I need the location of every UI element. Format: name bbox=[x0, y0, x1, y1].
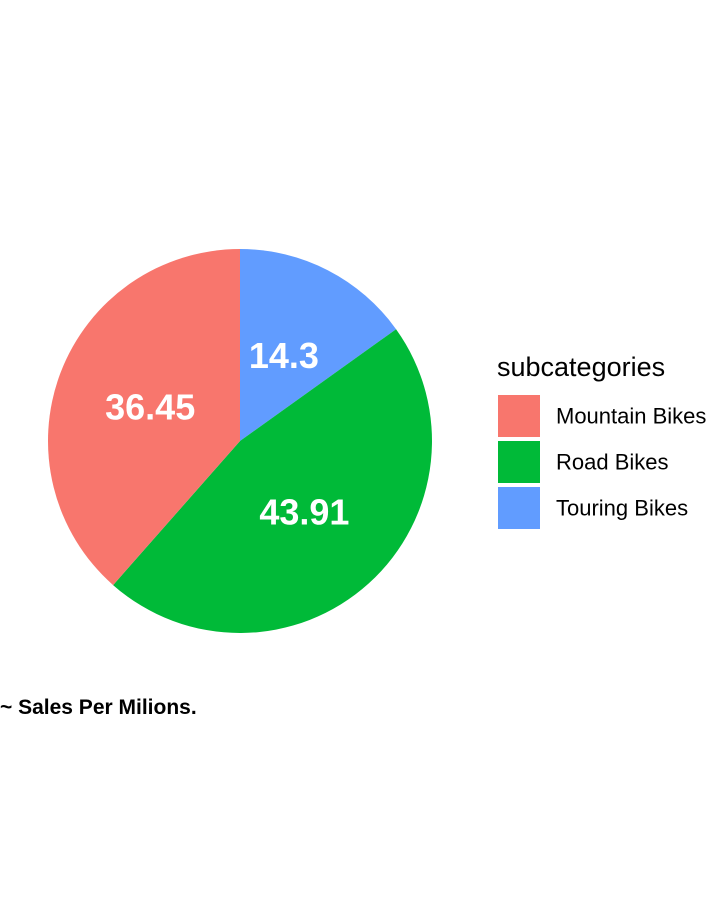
chart-caption: ~ Sales Per Milions. bbox=[0, 696, 197, 719]
pie-slice-mountain-bikes bbox=[47, 249, 241, 586]
legend-label-road-bikes: Road Bikes bbox=[556, 450, 669, 475]
legend-key-mountain-bikes bbox=[498, 395, 540, 437]
slice-label-road-bikes: 43.91 bbox=[259, 492, 349, 533]
pie-slice-touring-bikes bbox=[240, 249, 397, 441]
slice-label-touring-bikes: 14.3 bbox=[249, 335, 319, 376]
legend-items: Mountain Bikes Road Bikes Touring Bikes bbox=[498, 395, 706, 529]
legend-title: subcategories bbox=[497, 352, 665, 382]
legend-key-touring-bikes bbox=[498, 487, 540, 529]
slice-label-mountain-bikes: 36.45 bbox=[105, 387, 195, 428]
legend-label-touring-bikes: Touring Bikes bbox=[556, 496, 688, 521]
pie-slices bbox=[47, 249, 432, 633]
legend: subcategories Mountain Bikes Road Bikes To… bbox=[497, 352, 706, 529]
legend-key-road-bikes bbox=[498, 441, 540, 483]
pie-slice-road-bikes bbox=[113, 329, 432, 633]
legend-label-mountain-bikes: Mountain Bikes bbox=[556, 404, 706, 429]
pie-slice-labels: 14.3 43.91 36.45 bbox=[105, 335, 349, 533]
